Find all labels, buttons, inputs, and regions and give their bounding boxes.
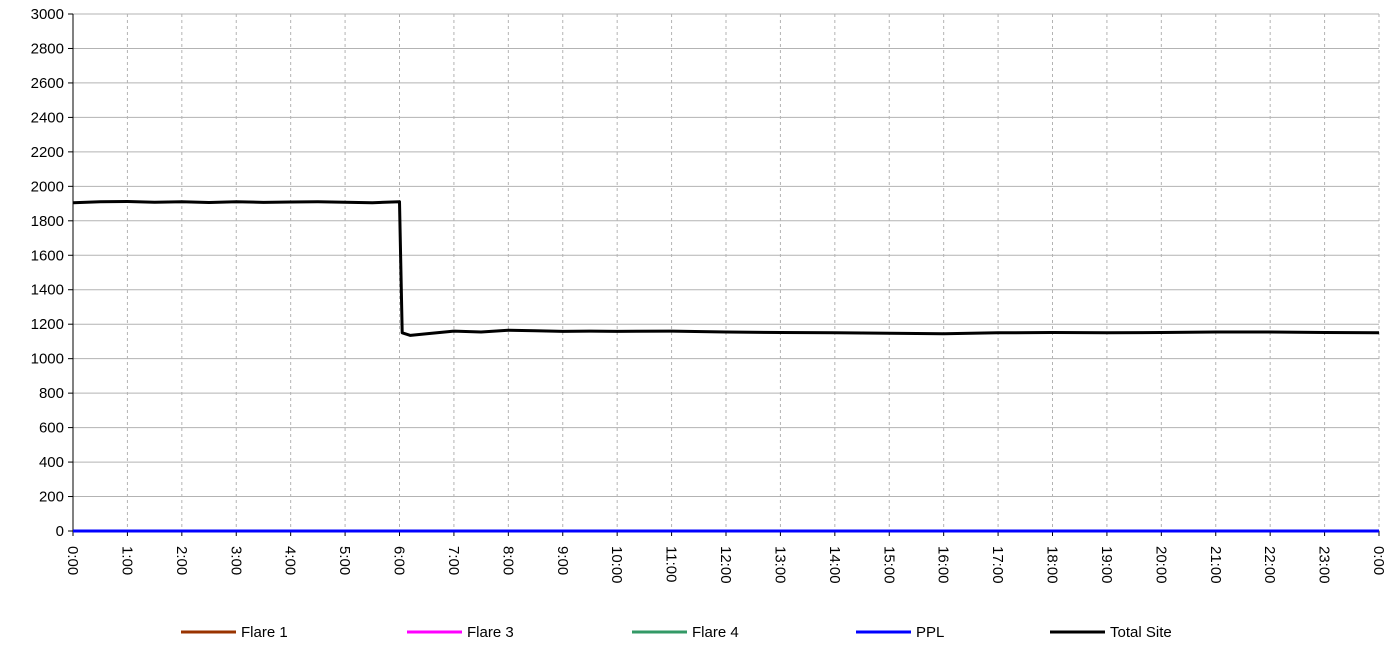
- y-tick-label: 0: [56, 523, 64, 540]
- x-tick-label: 13:00: [771, 546, 788, 584]
- legend-label-ppl: PPL: [916, 624, 944, 641]
- x-tick-label: 10:00: [608, 546, 625, 584]
- x-tick-label: 22:00: [1261, 546, 1278, 584]
- y-tick-label: 3000: [31, 6, 64, 23]
- y-tick-label: 2800: [31, 40, 64, 57]
- x-tick-label: 17:00: [989, 546, 1006, 584]
- y-tick-label: 600: [39, 420, 64, 437]
- x-tick-label: 7:00: [445, 546, 462, 575]
- y-tick-label: 1800: [31, 213, 64, 230]
- x-tick-label: 23:00: [1316, 546, 1333, 584]
- y-tick-label: 1400: [31, 282, 64, 299]
- legend-label-flare-4: Flare 4: [692, 624, 739, 641]
- x-tick-label: 15:00: [880, 546, 897, 584]
- x-tick-label: 1:00: [118, 546, 135, 575]
- legend-label-flare-3: Flare 3: [467, 624, 514, 641]
- x-tick-label: 2:00: [173, 546, 190, 575]
- y-tick-label: 1200: [31, 316, 64, 333]
- y-tick-label: 2600: [31, 75, 64, 92]
- y-tick-label: 1600: [31, 247, 64, 264]
- x-tick-label: 11:00: [663, 546, 680, 582]
- x-tick-label: 0:00: [1370, 546, 1387, 575]
- y-tick-label: 800: [39, 385, 64, 402]
- y-tick-label: 400: [39, 454, 64, 471]
- x-tick-label: 3:00: [227, 546, 244, 575]
- grid: [73, 13, 1380, 531]
- x-tick-label: 20:00: [1152, 546, 1169, 584]
- x-tick-label: 4:00: [282, 546, 299, 575]
- x-tick-label: 18:00: [1044, 546, 1061, 584]
- series-line-total-site: [72, 200, 1380, 337]
- x-tick-label: 14:00: [826, 546, 843, 584]
- legend: Flare 1 Flare 3 Flare 4 PPL Total Site: [181, 624, 1172, 641]
- y-tick-label: 2000: [31, 178, 64, 195]
- legend-label-total-site: Total Site: [1110, 624, 1172, 641]
- series: [72, 200, 1380, 533]
- x-tick-label: 8:00: [499, 546, 516, 575]
- x-tick-label: 6:00: [391, 546, 408, 575]
- y-tick-label: 2200: [31, 144, 64, 161]
- y-tick-label: 200: [39, 489, 64, 506]
- x-tick-label: 12:00: [717, 546, 734, 584]
- y-tick-label: 1000: [31, 351, 64, 368]
- x-tick-label: 0:00: [64, 546, 81, 575]
- x-tick-label: 9:00: [554, 546, 571, 575]
- x-tick-label: 5:00: [336, 546, 353, 575]
- x-tick-label: 19:00: [1098, 546, 1115, 584]
- x-tick-label: 21:00: [1207, 546, 1224, 584]
- y-tick-label: 2400: [31, 109, 64, 126]
- legend-label-flare-1: Flare 1: [241, 624, 288, 641]
- x-tick-label: 16:00: [935, 546, 952, 584]
